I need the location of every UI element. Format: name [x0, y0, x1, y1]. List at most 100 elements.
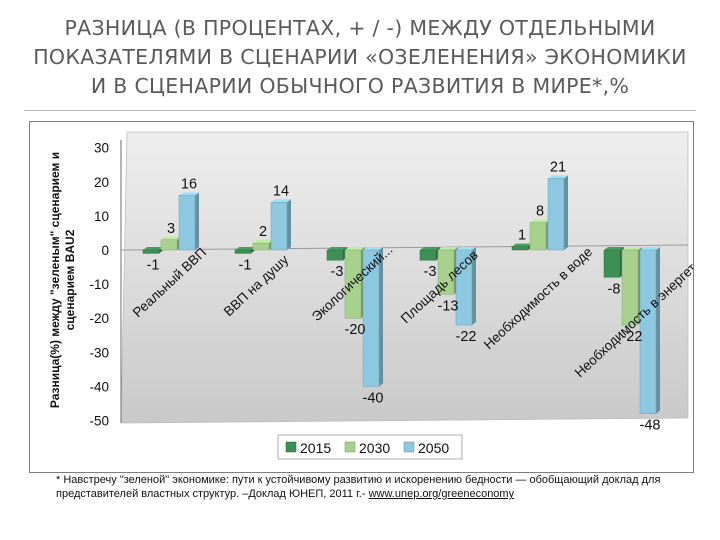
y-tick-labels: -50 -40 -30 -20 -10 0 10 20 30	[89, 141, 109, 429]
bar-top	[456, 247, 476, 250]
bar-top	[438, 247, 458, 250]
y-tick-label: 20	[94, 175, 109, 190]
data-label: -40	[363, 390, 384, 406]
bar-2050-2	[270, 199, 291, 251]
bar-top	[640, 247, 660, 250]
bar-2015-2	[234, 247, 255, 254]
y-tick-label: 0	[101, 243, 109, 258]
bar-front	[344, 249, 362, 319]
bar-top	[363, 247, 383, 250]
bar-front	[142, 249, 160, 254]
y-tick-label: -50	[89, 414, 109, 429]
plot-back-wall	[120, 131, 689, 424]
data-label: 16	[181, 176, 197, 192]
footnote: * Навстречу "зеленой" экономике: пути к …	[56, 473, 696, 501]
bar-2050-3	[362, 247, 383, 387]
bar-top	[235, 247, 255, 250]
y-tick-label: 10	[94, 209, 109, 224]
legend-swatch-2015	[285, 441, 297, 453]
title-divider	[24, 110, 696, 111]
bar-front	[547, 178, 565, 251]
bar-top	[161, 236, 181, 240]
bar-front	[419, 249, 437, 261]
legend: 2015 2030 2050	[277, 434, 463, 460]
data-label: -3	[424, 264, 437, 280]
bar-front	[603, 249, 621, 278]
bar-front	[178, 195, 196, 251]
bar-2015-5	[511, 243, 532, 251]
y-tick-label: 30	[94, 141, 109, 156]
data-label: -3	[331, 264, 344, 280]
y-tick-label: -30	[89, 345, 109, 360]
bar-front	[326, 249, 344, 261]
source-link[interactable]: www.unep.org/greeneconomy	[368, 488, 515, 500]
zero-baseline	[120, 244, 689, 251]
bar-side	[472, 247, 476, 326]
legend-label-2015: 2015	[300, 440, 331, 456]
data-label: 21	[550, 159, 566, 175]
data-label: 8	[536, 204, 544, 220]
title-line-3: И В СЦЕНАРИИ ОБЫЧНОГО РАЗВИТИЯ В МИРЕ*,%	[90, 74, 630, 98]
bar-2030-2	[252, 240, 273, 251]
data-label: 2	[259, 224, 267, 240]
data-label: -20	[345, 322, 366, 338]
bar-side	[564, 175, 568, 250]
bar-top	[143, 247, 163, 250]
bar-top	[253, 240, 273, 244]
y-tick-label: -20	[89, 311, 109, 326]
y-tick-label: -10	[89, 277, 109, 292]
data-label: 1	[518, 228, 526, 244]
bar-top	[548, 175, 568, 179]
bar-side	[656, 247, 660, 414]
bar-top	[271, 199, 291, 203]
data-label: -22	[622, 329, 643, 345]
chart-frame: -50 -40 -30 -20 -10 0 10 20 30 Реальный ВВП ВВП н…	[29, 121, 694, 473]
bar-side	[379, 247, 383, 387]
bar-2015-6	[603, 247, 624, 278]
bar-2015-3	[326, 247, 347, 261]
legend-box	[277, 434, 463, 460]
data-label: -1	[147, 257, 160, 273]
data-label: 14	[273, 183, 289, 199]
data-label: -22	[456, 329, 477, 345]
slide-title: РАЗНИЦА (В ПРОЦЕНТАХ, + / -) МЕЖДУ ОТДЕЛ…	[20, 14, 700, 101]
bar-top	[512, 243, 532, 247]
bars	[142, 175, 660, 414]
bar-top	[420, 247, 440, 250]
bar-2030-5	[529, 219, 550, 251]
bar-front	[455, 249, 473, 326]
bar-top	[345, 247, 365, 250]
bar-2015-1	[142, 247, 163, 254]
y-axis-title-line-1: Разница(%) между "зеленым" сценарием и	[48, 152, 62, 408]
bar-front	[621, 249, 639, 326]
bar-front	[511, 246, 529, 251]
bar-front	[529, 222, 547, 251]
y-tick-label: -40	[89, 379, 109, 394]
title-line-1: РАЗНИЦА (В ПРОЦЕНТАХ, + / -) МЕЖДУ ОТДЕЛ…	[64, 16, 656, 40]
bar-front	[639, 249, 657, 414]
legend-label-2050: 2050	[418, 440, 449, 456]
data-label: 3	[167, 221, 175, 237]
y-axis-title-line-2: сценарием BAU2	[63, 229, 77, 330]
bar-front	[270, 202, 288, 251]
bar-front	[437, 249, 455, 295]
bar-top	[604, 247, 624, 250]
footnote-text: * Навстречу "зеленой" экономике: пути к …	[56, 474, 661, 500]
legend-swatch-2050	[403, 441, 415, 453]
bar-front	[160, 239, 178, 251]
data-label: -1	[239, 257, 252, 273]
bar-front	[234, 249, 252, 254]
bar-2050-6	[639, 247, 660, 414]
bar-side	[287, 199, 291, 250]
bar-2015-4	[419, 247, 440, 261]
bar-top	[530, 219, 550, 223]
bar-top	[179, 192, 199, 196]
bar-2050-4	[455, 247, 476, 326]
bar-top	[622, 247, 642, 250]
bar-front	[252, 242, 270, 251]
bar-2050-1	[178, 192, 199, 251]
data-label: -8	[608, 281, 621, 297]
bar-top	[327, 247, 347, 250]
